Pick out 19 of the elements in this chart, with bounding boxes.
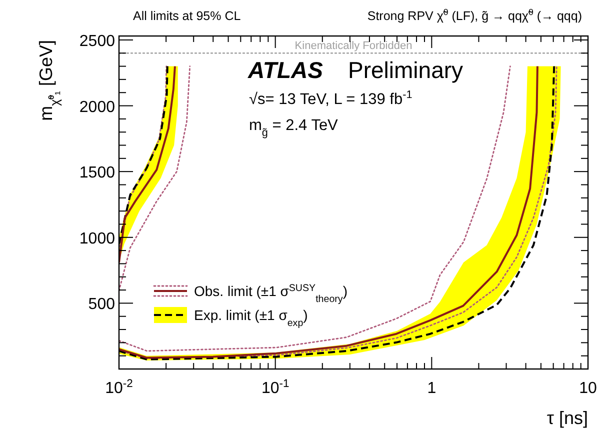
annotation: m$_{g̃}$ = 2.4 TeV (249, 117, 339, 139)
ref-line-label: Kinematically Forbidden (294, 40, 412, 52)
y-tick-label: 1000 (79, 230, 116, 248)
x-tick-label: 10$^{-1}$ (261, 378, 290, 397)
y-tick-label: 500 (88, 296, 116, 314)
chart-title: Strong RPV χ̃$^{0}$ (LF), g̃ → qqχ̃$^{0}$ (→ qqq) (367, 7, 582, 23)
x-tick-label: 10 (579, 380, 597, 397)
text: Obs. limit (±1 σ$^{SUSY}$$_{theory}$) (194, 282, 348, 304)
legend-label: Exp. limit (±1 σ$_{exp}$) (194, 307, 308, 328)
annotation: Preliminary (348, 57, 464, 83)
y-tick-label: 2000 (79, 98, 116, 116)
text: All limits at 95% CL (133, 9, 241, 23)
x-tick-label: 10$^{-2}$ (105, 378, 133, 397)
annotation: ATLAS (247, 57, 324, 83)
y-tick-label: 1500 (79, 164, 116, 182)
x-axis-title: τ [ns] (546, 408, 588, 428)
x-tick-label: 1 (427, 380, 436, 397)
annotation: √s= 13 TeV, L = 139 fb$^{-1}$ (249, 89, 412, 108)
y-tick-label: 2500 (79, 32, 116, 50)
